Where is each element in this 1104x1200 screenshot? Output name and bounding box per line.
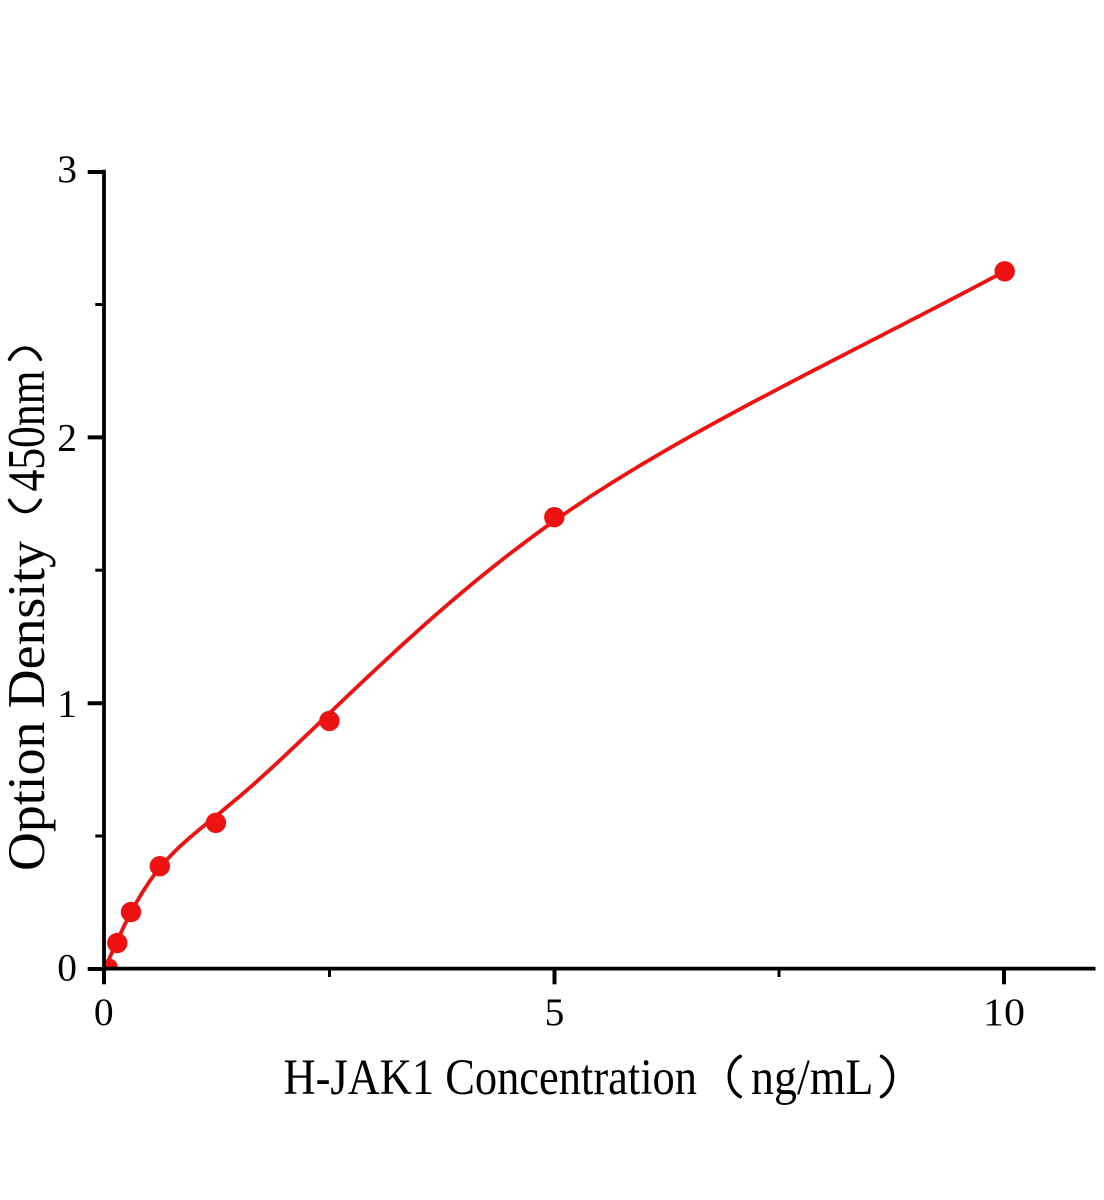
svg-text:ng/mL: ng/mL [751, 1050, 874, 1106]
svg-text:3: 3 [57, 147, 77, 191]
svg-text:1: 1 [57, 681, 77, 725]
svg-text:0: 0 [94, 990, 114, 1034]
svg-text:2: 2 [57, 415, 77, 459]
svg-text:10: 10 [983, 990, 1025, 1034]
svg-text:Option Density: Option Density [0, 541, 56, 871]
svg-text:0: 0 [57, 946, 77, 990]
svg-text:450nm: 450nm [0, 371, 56, 492]
svg-text:5: 5 [545, 990, 565, 1034]
svg-text:H-JAK1 Concentration: H-JAK1 Concentration [284, 1050, 698, 1106]
